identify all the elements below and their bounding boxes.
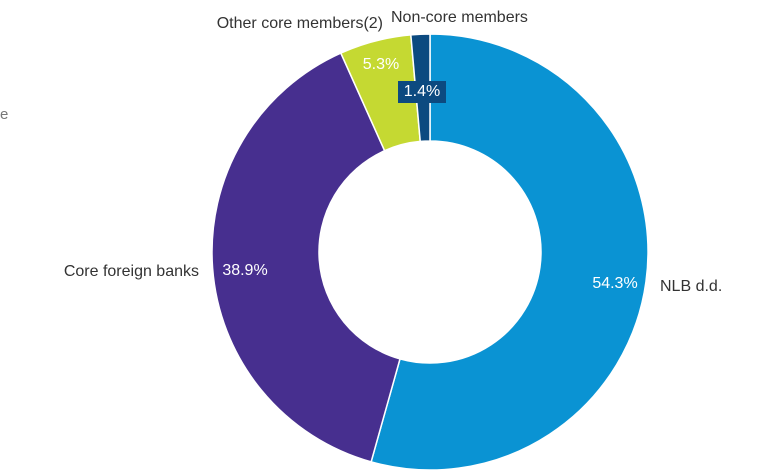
category-label-core-foreign-banks: Core foreign banks: [64, 263, 199, 280]
data-label-core-foreign-banks: 38.9%: [222, 262, 267, 279]
category-label-other-core-members: Other core members(2): [217, 15, 383, 32]
cut-off-text: e: [0, 106, 9, 123]
data-label-non-core-members: 1.4%: [404, 83, 440, 100]
category-label-nlb-dd: NLB d.d.: [660, 278, 722, 295]
slice-core-foreign-banks: [211, 52, 401, 463]
slice-nlb-dd: [370, 33, 649, 470]
category-label-non-core-members: Non-core members: [391, 9, 528, 26]
data-label-other-core-members: 5.3%: [363, 56, 399, 73]
data-label-bg-non-core-members: [398, 81, 446, 103]
data-label-nlb-dd: 54.3%: [592, 275, 637, 292]
